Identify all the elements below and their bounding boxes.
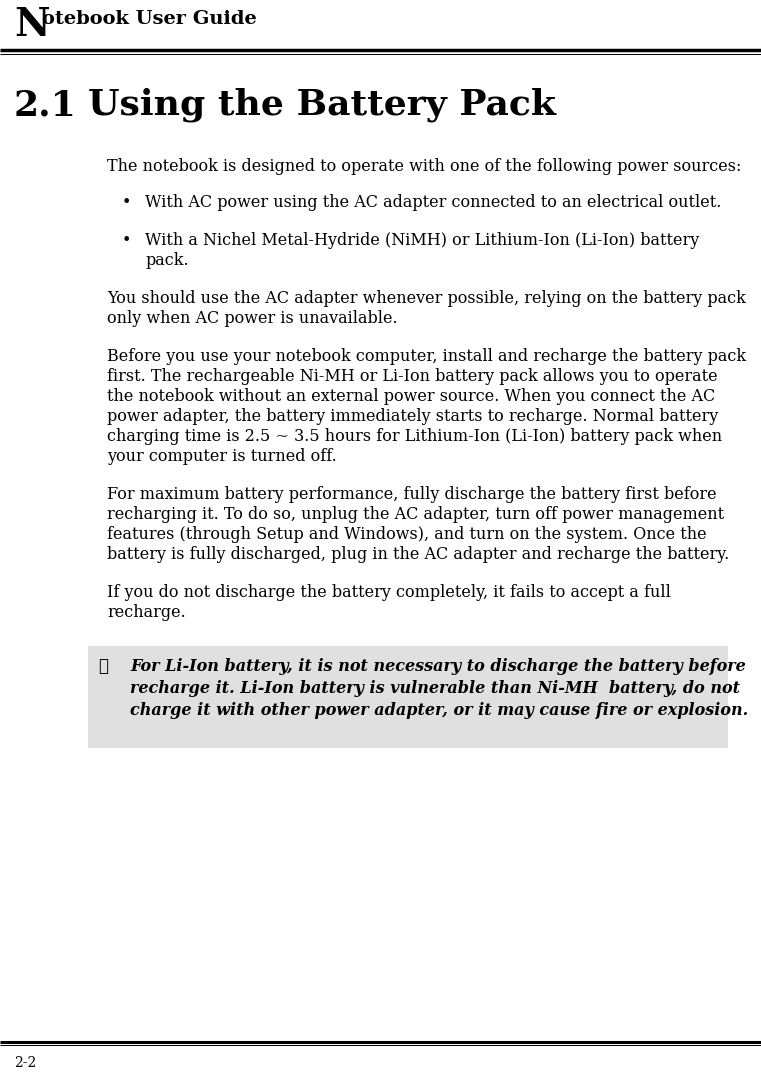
Text: For maximum battery performance, fully discharge the battery first before: For maximum battery performance, fully d…: [107, 486, 717, 503]
Text: With AC power using the AC adapter connected to an electrical outlet.: With AC power using the AC adapter conne…: [145, 194, 721, 211]
Text: •: •: [122, 232, 132, 249]
Text: recharging it. To do so, unplug the AC adapter, turn off power management: recharging it. To do so, unplug the AC a…: [107, 506, 724, 523]
Text: recharge.: recharge.: [107, 604, 186, 622]
Text: Before you use your notebook computer, install and recharge the battery pack: Before you use your notebook computer, i…: [107, 349, 746, 365]
Text: battery is fully discharged, plug in the AC adapter and recharge the battery.: battery is fully discharged, plug in the…: [107, 546, 729, 563]
Text: 2-2: 2-2: [14, 1056, 37, 1070]
Text: first. The rechargeable Ni-MH or Li-Ion battery pack allows you to operate: first. The rechargeable Ni-MH or Li-Ion …: [107, 368, 718, 385]
Text: pack.: pack.: [145, 252, 189, 269]
Text: the notebook without an external power source. When you connect the AC: the notebook without an external power s…: [107, 388, 715, 405]
Text: charge it with other power adapter, or it may cause fire or explosion.: charge it with other power adapter, or i…: [130, 702, 748, 719]
Text: Using the Battery Pack: Using the Battery Pack: [88, 88, 556, 123]
FancyBboxPatch shape: [88, 646, 728, 748]
Text: charging time is 2.5 ~ 3.5 hours for Lithium-Ion (Li-Ion) battery pack when: charging time is 2.5 ~ 3.5 hours for Lit…: [107, 428, 722, 445]
Text: otebook User Guide: otebook User Guide: [42, 10, 256, 28]
Text: features (through Setup and Windows), and turn on the system. Once the: features (through Setup and Windows), an…: [107, 525, 707, 543]
Text: only when AC power is unavailable.: only when AC power is unavailable.: [107, 310, 398, 327]
Text: recharge it. Li-Ion battery is vulnerable than Ni-MH  battery, do not: recharge it. Li-Ion battery is vulnerabl…: [130, 680, 740, 697]
Text: You should use the AC adapter whenever possible, relying on the battery pack: You should use the AC adapter whenever p…: [107, 290, 746, 308]
Text: •: •: [122, 194, 132, 211]
Text: power adapter, the battery immediately starts to recharge. Normal battery: power adapter, the battery immediately s…: [107, 408, 718, 425]
Text: If you do not discharge the battery completely, it fails to accept a full: If you do not discharge the battery comp…: [107, 584, 671, 601]
Text: your computer is turned off.: your computer is turned off.: [107, 448, 337, 465]
Text: N: N: [14, 6, 49, 44]
Text: ☞: ☞: [98, 658, 108, 675]
Text: With a Nichel Metal-Hydride (NiMH) or Lithium-Ion (Li-Ion) battery: With a Nichel Metal-Hydride (NiMH) or Li…: [145, 232, 699, 249]
Text: For Li-Ion battery, it is not necessary to discharge the battery before: For Li-Ion battery, it is not necessary …: [130, 658, 746, 675]
Text: 2.1: 2.1: [14, 88, 77, 122]
Text: The notebook is designed to operate with one of the following power sources:: The notebook is designed to operate with…: [107, 158, 741, 175]
